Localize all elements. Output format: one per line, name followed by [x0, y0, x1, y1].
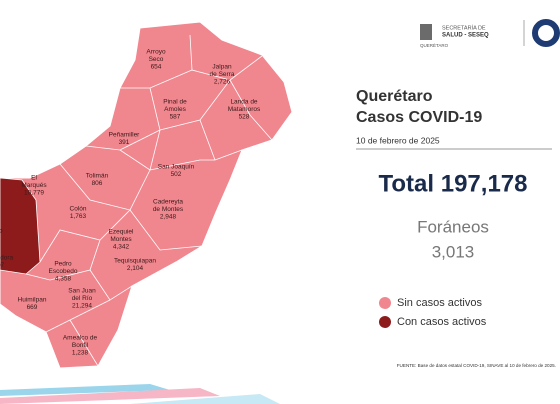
municipality-name: Tequisquiapan: [114, 258, 156, 265]
map: [0, 21, 293, 369]
municipality-cases: 10,779: [24, 190, 44, 197]
logo-text: SECRETARÍA DE: [442, 24, 486, 31]
stripe: [0, 388, 220, 404]
municipality-cases: 654: [151, 64, 162, 71]
municipality-cases: 4,358: [55, 276, 72, 283]
stripe: [130, 394, 280, 404]
total: Total 197,178: [379, 170, 528, 197]
municipality-name: Peñamiller: [109, 132, 141, 139]
municipality-cases: 1,238: [72, 350, 89, 357]
municipality-cases: 528: [239, 114, 250, 121]
municipality-name: Matamoros: [228, 106, 261, 113]
legend-label: Con casos activos: [397, 316, 487, 328]
municipality-name: del Río: [72, 295, 93, 302]
state-shape: [0, 21, 293, 369]
municipality-name: de Serra: [210, 71, 235, 78]
logo: SECRETARÍA DE SALUD - SESEQ QUERÉTARO: [420, 19, 560, 48]
municipality-name: Querétaro: [0, 228, 3, 235]
municipality-cases: 21,294: [72, 303, 92, 310]
municipality-name: San Joaquín: [158, 164, 195, 171]
municipality-cases: 502: [171, 171, 182, 178]
municipality-name: Ezequiel: [109, 229, 134, 236]
municipality-name: Montes: [110, 236, 132, 243]
logo-emblem: [420, 24, 432, 40]
municipality-cases: 2,107: [0, 262, 5, 269]
decor: [0, 384, 280, 404]
municipality-name: de Montes: [153, 206, 184, 213]
municipality-name: Huimilpan: [18, 297, 47, 304]
municipality-name: Escobedo: [49, 268, 78, 275]
municipality-name: Pedro: [54, 261, 72, 268]
municipality-name: Cadereyta: [153, 199, 183, 206]
municipality-name: Tolimán: [86, 173, 109, 180]
subtitle: Casos COVID-19: [356, 109, 482, 126]
municipality-name: Bonfil: [72, 342, 89, 349]
logo-text: SALUD - SESEQ: [442, 33, 489, 39]
municipality-name: Pinal de: [163, 99, 187, 106]
municipality-name: Amealco de: [63, 335, 98, 342]
municipality-cases: 806: [92, 180, 103, 187]
municipality-cases: 391: [119, 139, 130, 146]
municipality-name: Jalpan: [212, 64, 232, 71]
logo-q: [532, 19, 560, 47]
municipality-cases: 2,104: [127, 265, 144, 272]
legend-swatch: [379, 316, 391, 328]
foraneos-label: Foráneos: [417, 217, 489, 236]
municipality-cases: 2,948: [160, 214, 177, 221]
municipality-name: San Juan: [68, 288, 96, 295]
title: Querétaro: [356, 88, 433, 105]
municipality-cases: 669: [27, 304, 38, 311]
stripe: [0, 384, 170, 396]
source: FUENTE: Base de datos estatal COVID-19, …: [397, 363, 556, 368]
municipality-name: Seco: [149, 56, 164, 63]
municipality-cases: 4,342: [113, 244, 130, 251]
legend-label: Sin casos activos: [397, 297, 482, 309]
municipality-name: El: [31, 175, 37, 182]
municipality-name: Marqués: [21, 182, 47, 189]
municipality-cases: 2,726: [214, 79, 231, 86]
municipality-name: Amoles: [164, 106, 186, 113]
borders: [25, 34, 273, 367]
legend: Sin casos activos Con casos activos: [379, 297, 487, 328]
municipality-cases: 1,763: [70, 213, 87, 220]
municipality-name: Arroyo: [146, 49, 166, 56]
logo-text: QUERÉTARO: [420, 42, 449, 48]
municipality-name: Landa de: [230, 99, 257, 106]
date: 10 de febrero de 2025: [356, 135, 440, 145]
municipality-name: Colón: [70, 206, 87, 213]
foraneos-value: 3,013: [432, 242, 475, 261]
legend-swatch: [379, 297, 391, 309]
municipality-cases: 587: [170, 114, 181, 121]
municipality-name: Corregidora: [0, 255, 14, 262]
